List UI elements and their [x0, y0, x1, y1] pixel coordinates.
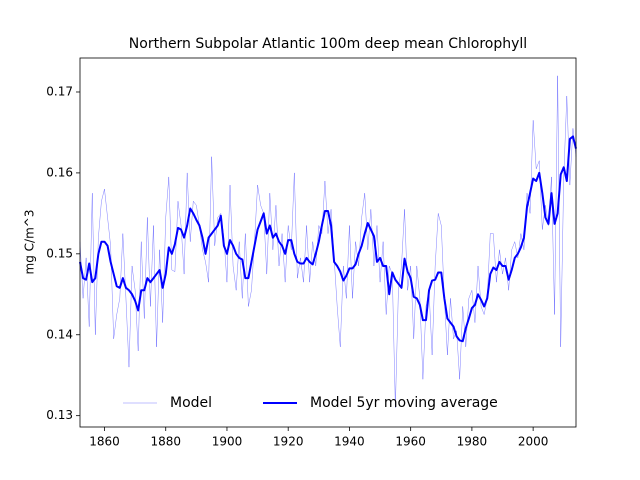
y-tick-label: 0.13 [46, 408, 73, 422]
x-tick-label: 1940 [334, 435, 365, 449]
legend-label: Model 5yr moving average [310, 395, 498, 411]
x-tick-label: 1980 [457, 435, 488, 449]
y-axis-label: mg C/m^3 [23, 210, 37, 275]
data-line [79, 75, 577, 408]
y-tick-label: 0.17 [46, 84, 73, 98]
data-line [79, 135, 577, 343]
y-tick-label: 0.15 [46, 246, 73, 260]
legend-label: Model [170, 395, 212, 411]
y-tick-label: 0.16 [46, 165, 73, 179]
x-tick-label: 1860 [89, 435, 120, 449]
x-tick-label: 1960 [395, 435, 426, 449]
x-tick-label: 1920 [273, 435, 304, 449]
x-tick-label: 1900 [212, 435, 243, 449]
x-tick-label: 2000 [518, 435, 549, 449]
plot-frame [79, 57, 577, 428]
chart-title: Northern Subpolar Atlantic 100m deep mea… [129, 36, 527, 52]
y-tick-label: 0.14 [46, 327, 73, 341]
x-tick-label: 1880 [150, 435, 181, 449]
